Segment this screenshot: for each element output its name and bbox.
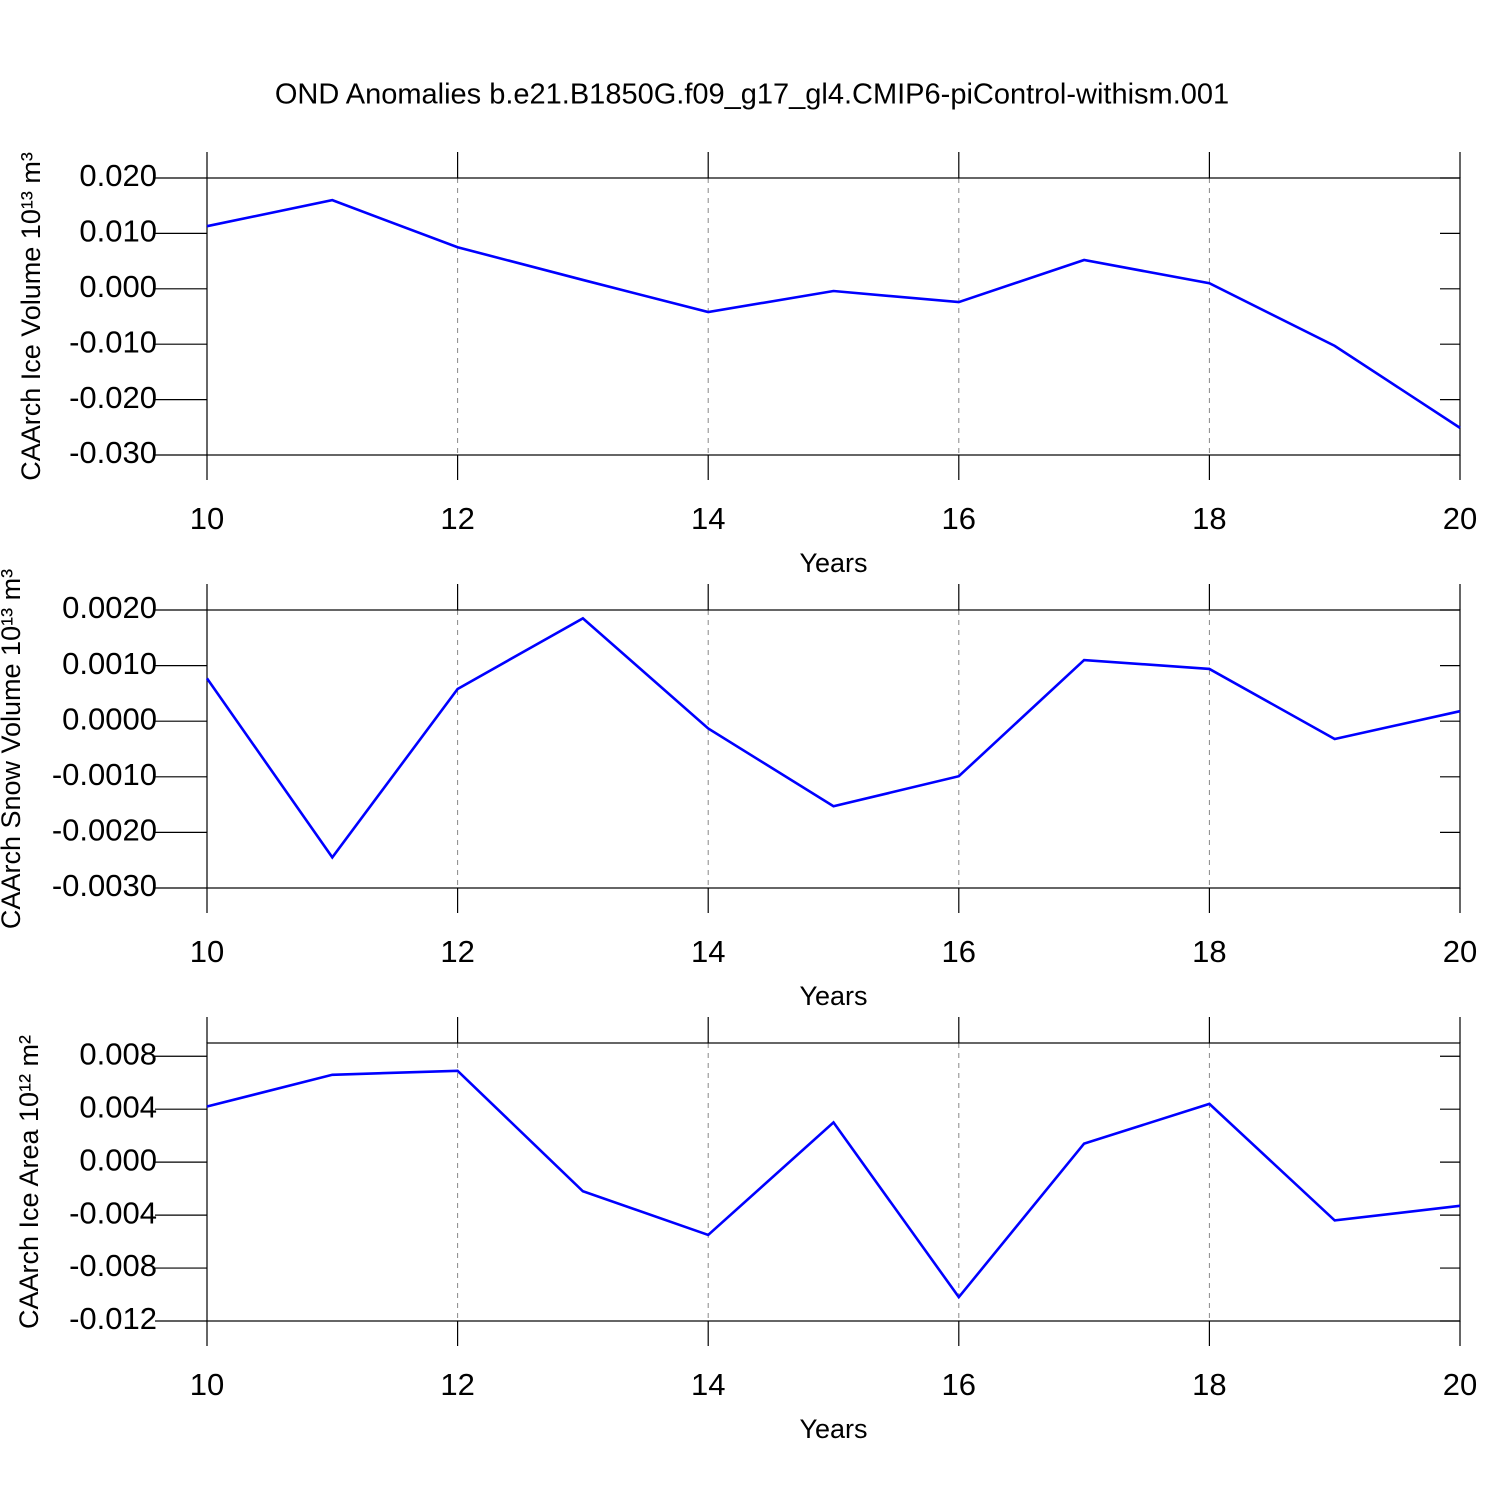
y-tick-label: 0.0010 — [62, 646, 157, 681]
plot-frame — [206, 177, 1461, 456]
x-axis-label: Years — [799, 548, 867, 578]
x-tick-label: 20 — [1443, 501, 1477, 536]
y-tick-label: 0.010 — [79, 214, 157, 249]
x-tick-label: 14 — [691, 934, 725, 969]
y-tick-label: -0.004 — [69, 1195, 157, 1230]
x-tick-label: 16 — [942, 1367, 976, 1402]
y-tick-label: -0.008 — [69, 1248, 157, 1283]
y-tick-label: -0.020 — [69, 380, 157, 415]
y-tick-label: 0.020 — [79, 158, 157, 193]
plot-frame — [206, 1042, 1461, 1322]
y-tick-label: -0.0030 — [52, 868, 157, 903]
y-tick-label: -0.0020 — [52, 813, 157, 848]
y-tick-label: 0.0000 — [62, 701, 157, 736]
y-tick-label: -0.010 — [69, 324, 157, 359]
x-axis-label: Years — [799, 981, 867, 1011]
y-tick-label: 0.004 — [79, 1089, 157, 1124]
x-tick-label: 18 — [1192, 934, 1226, 969]
y-tick-label: -0.012 — [69, 1301, 157, 1336]
y-tick-label: -0.0010 — [52, 757, 157, 792]
x-tick-label: 10 — [190, 501, 224, 536]
x-tick-label: 10 — [190, 934, 224, 969]
y-tick-label: 0.000 — [79, 269, 157, 304]
data-line — [205, 616, 1461, 860]
plot-frame — [206, 609, 1461, 889]
figure-title: OND Anomalies b.e21.B1850G.f09_g17_gl4.C… — [275, 79, 1229, 111]
x-tick-label: 20 — [1443, 1367, 1477, 1402]
y-tick-label: 0.0020 — [62, 590, 157, 625]
y-axis-label: CAArch Ice Area 10¹² m² — [14, 1035, 44, 1329]
x-tick-label: 14 — [691, 1367, 725, 1402]
x-tick-label: 12 — [440, 934, 474, 969]
y-tick-label: 0.008 — [79, 1036, 157, 1071]
y-axis-label: CAArch Snow Volume 10¹³ m³ — [0, 569, 26, 929]
y-axis-label: CAArch Ice Volume 10¹³ m³ — [16, 152, 46, 481]
x-tick-label: 16 — [942, 501, 976, 536]
x-tick-label: 14 — [691, 501, 725, 536]
x-tick-label: 16 — [942, 934, 976, 969]
x-tick-label: 12 — [440, 1367, 474, 1402]
data-line — [206, 198, 1461, 429]
y-tick-label: 0.000 — [79, 1142, 157, 1177]
x-tick-label: 18 — [1192, 501, 1226, 536]
x-tick-label: 12 — [440, 501, 474, 536]
x-tick-label: 18 — [1192, 1367, 1226, 1402]
y-tick-label: -0.030 — [69, 435, 157, 470]
x-axis-label: Years — [799, 1414, 867, 1444]
x-tick-label: 20 — [1443, 934, 1477, 969]
data-line — [206, 1069, 1461, 1300]
x-tick-label: 10 — [190, 1367, 224, 1402]
